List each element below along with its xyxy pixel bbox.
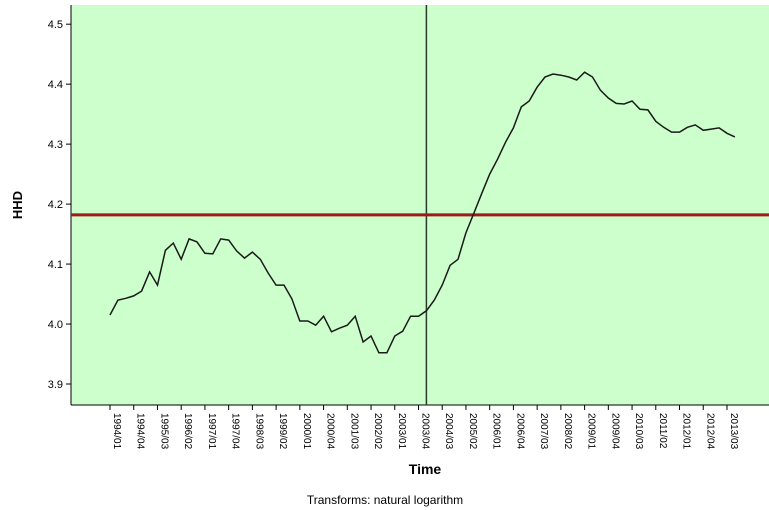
x-tick-label: 2007/03: [538, 413, 549, 450]
x-tick-label: 2001/03: [348, 413, 359, 450]
y-tick-label: 4.1: [48, 259, 63, 271]
x-tick-label: 2003/04: [419, 413, 430, 450]
x-tick-label: 2006/01: [491, 413, 502, 450]
x-tick-label: 2004/03: [443, 413, 454, 450]
y-tick-label: 4.4: [48, 79, 63, 91]
x-tick-label: 2012/04: [704, 413, 715, 450]
y-tick-label: 3.9: [48, 379, 63, 391]
y-axis-label: HHD: [10, 191, 25, 219]
y-tick-label: 4.5: [48, 19, 63, 31]
x-tick-label: 2012/01: [681, 413, 692, 450]
x-tick-label: 1996/02: [182, 413, 193, 450]
data-line: [109, 71, 736, 354]
x-tick-label: 2000/01: [301, 413, 312, 450]
x-tick-label: 2006/04: [514, 413, 525, 450]
x-tick-label: 2009/04: [609, 413, 620, 450]
x-axis-label: Time: [409, 461, 442, 477]
x-tick-label: 1998/03: [253, 413, 264, 450]
x-tick-label: 2005/02: [467, 413, 478, 450]
plot-area: [71, 5, 769, 405]
x-tick-label: 1997/01: [206, 413, 217, 450]
x-tick-label: 2000/04: [325, 413, 336, 450]
x-tick-label: 1995/03: [158, 413, 169, 450]
x-tick-label: 2002/02: [372, 413, 383, 450]
y-tick-label: 4.2: [48, 199, 63, 211]
x-tick-label: 2013/03: [728, 413, 739, 450]
x-tick-label: 1994/04: [135, 413, 146, 450]
x-tick-label: 1999/02: [277, 413, 288, 450]
x-tick-label: 1997/04: [230, 413, 241, 450]
x-tick-label: 2010/03: [633, 413, 644, 450]
x-tick-label: 2003/01: [396, 413, 407, 450]
x-tick-label: 2009/01: [586, 413, 597, 450]
y-tick-label: 4.3: [48, 139, 63, 151]
y-tick-label: 4.0: [48, 319, 63, 331]
x-tick-label: 2011/02: [657, 413, 668, 449]
footnote: Transforms: natural logarithm: [307, 493, 463, 507]
x-tick-label: 2008/02: [562, 413, 573, 450]
x-tick-label: 1994/01: [111, 413, 122, 450]
